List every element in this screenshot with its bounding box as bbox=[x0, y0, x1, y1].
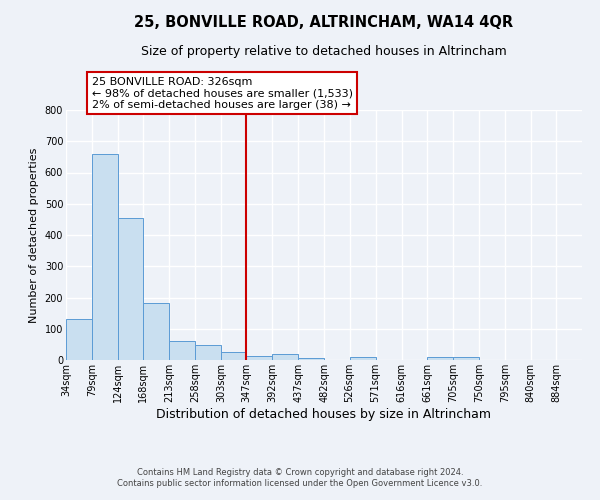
Bar bbox=[169, 341, 195, 360]
Y-axis label: Number of detached properties: Number of detached properties bbox=[29, 148, 39, 322]
Bar bbox=[195, 345, 221, 360]
Bar bbox=[92, 154, 118, 360]
Bar bbox=[427, 357, 453, 360]
Text: Size of property relative to detached houses in Altrincham: Size of property relative to detached ho… bbox=[141, 45, 507, 58]
Text: 25 BONVILLE ROAD: 326sqm
← 98% of detached houses are smaller (1,533)
2% of semi: 25 BONVILLE ROAD: 326sqm ← 98% of detach… bbox=[92, 77, 353, 110]
Bar bbox=[298, 358, 324, 360]
Bar bbox=[118, 218, 143, 360]
Text: Contains HM Land Registry data © Crown copyright and database right 2024.
Contai: Contains HM Land Registry data © Crown c… bbox=[118, 468, 482, 487]
Bar bbox=[143, 303, 169, 360]
X-axis label: Distribution of detached houses by size in Altrincham: Distribution of detached houses by size … bbox=[157, 408, 491, 420]
Bar bbox=[272, 354, 298, 360]
Bar bbox=[453, 357, 479, 360]
Bar bbox=[247, 356, 272, 360]
Bar bbox=[66, 320, 92, 360]
Bar bbox=[350, 357, 376, 360]
Bar bbox=[221, 352, 247, 360]
Text: 25, BONVILLE ROAD, ALTRINCHAM, WA14 4QR: 25, BONVILLE ROAD, ALTRINCHAM, WA14 4QR bbox=[134, 15, 514, 30]
